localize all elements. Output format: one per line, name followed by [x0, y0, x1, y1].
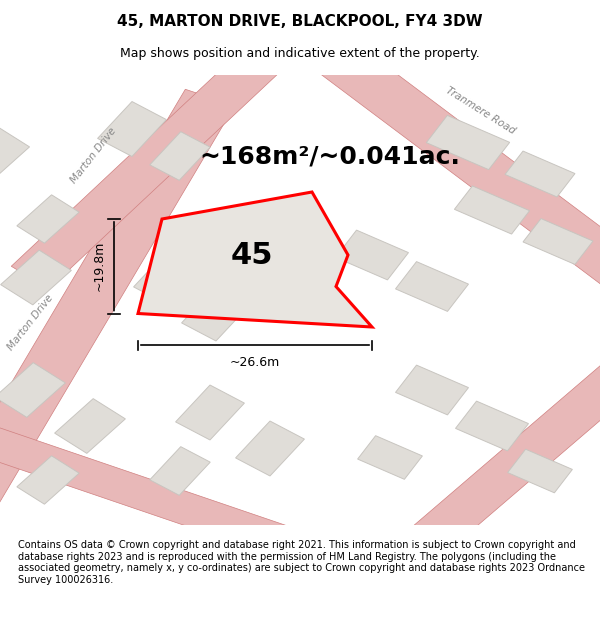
Text: 45: 45 [231, 241, 273, 269]
Polygon shape [335, 230, 409, 280]
Polygon shape [358, 436, 422, 479]
Text: 45, MARTON DRIVE, BLACKPOOL, FY4 3DW: 45, MARTON DRIVE, BLACKPOOL, FY4 3DW [117, 14, 483, 29]
Polygon shape [17, 456, 79, 504]
Polygon shape [311, 38, 600, 292]
Text: Tranmere Road: Tranmere Road [443, 86, 517, 136]
Text: Map shows position and indicative extent of the property.: Map shows position and indicative extent… [120, 48, 480, 61]
Text: Contains OS data © Crown copyright and database right 2021. This information is : Contains OS data © Crown copyright and d… [18, 540, 585, 585]
Polygon shape [395, 365, 469, 415]
Polygon shape [0, 362, 65, 418]
Polygon shape [0, 89, 235, 511]
Text: ~19.8m: ~19.8m [92, 241, 106, 291]
Text: Marton Drive: Marton Drive [68, 126, 118, 186]
Polygon shape [508, 449, 572, 493]
Polygon shape [182, 286, 250, 341]
Polygon shape [150, 132, 210, 181]
Polygon shape [236, 421, 304, 476]
Polygon shape [138, 192, 372, 327]
Polygon shape [455, 401, 529, 451]
Text: Marton Drive: Marton Drive [5, 292, 55, 352]
Polygon shape [523, 219, 593, 264]
Polygon shape [505, 151, 575, 197]
Polygon shape [176, 385, 244, 440]
Polygon shape [17, 195, 79, 243]
Polygon shape [395, 262, 469, 311]
Text: ~168m²/~0.041ac.: ~168m²/~0.041ac. [200, 144, 460, 168]
Polygon shape [55, 399, 125, 453]
Text: ~26.6m: ~26.6m [230, 356, 280, 369]
Polygon shape [402, 356, 600, 559]
Polygon shape [11, 41, 289, 289]
Polygon shape [427, 116, 509, 169]
Polygon shape [1, 250, 71, 305]
Polygon shape [454, 186, 530, 234]
Polygon shape [0, 124, 29, 188]
Polygon shape [134, 250, 202, 305]
Polygon shape [98, 101, 166, 156]
Polygon shape [150, 447, 210, 496]
Polygon shape [0, 421, 308, 562]
